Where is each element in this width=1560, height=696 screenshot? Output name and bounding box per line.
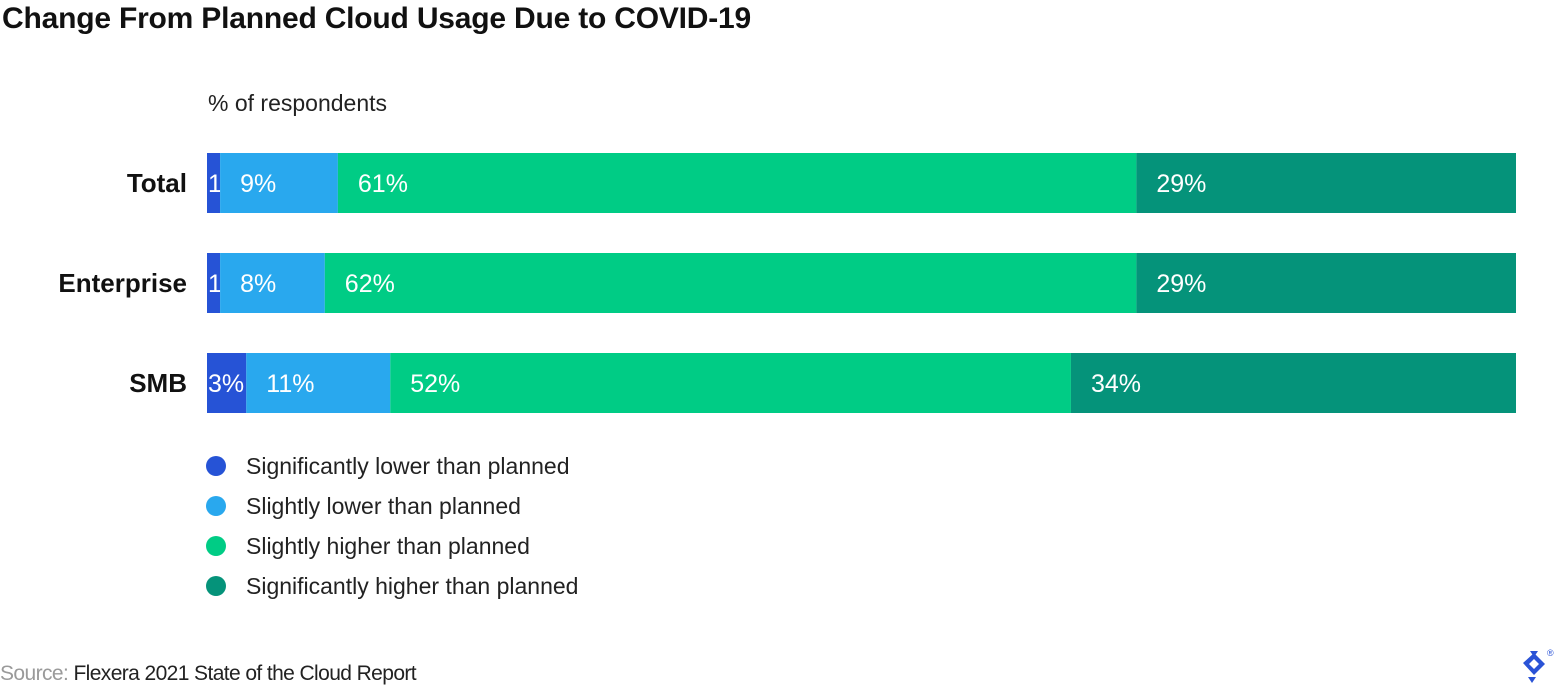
legend-swatch — [206, 496, 226, 516]
data-label: 29% — [1156, 270, 1206, 298]
legend-swatch — [206, 536, 226, 556]
bar-segment — [324, 253, 1137, 313]
data-label: 9% — [240, 170, 276, 198]
data-label: 11% — [266, 370, 314, 398]
data-label: 61% — [358, 170, 408, 198]
stacked-bar-chart: Total1%9%61%29%Enterprise1%8%62%29%SMB3%… — [58, 153, 1516, 413]
category-label: SMB — [129, 368, 187, 398]
legend-item: Slightly lower than planned — [206, 486, 578, 526]
bar-segment — [207, 253, 221, 313]
source-text: Flexera 2021 State of the Cloud Report — [73, 662, 417, 685]
legend-item: Slightly higher than planned — [206, 526, 578, 566]
bar-segment — [1136, 153, 1516, 213]
legend-item: Significantly lower than planned — [206, 446, 578, 486]
data-label: 62% — [345, 270, 395, 298]
bar-segment — [220, 153, 338, 213]
legend-swatch — [206, 456, 226, 476]
registered-mark: ® — [1547, 648, 1554, 658]
bar-segment — [220, 253, 325, 313]
legend-label: Slightly lower than planned — [246, 492, 521, 519]
chart-subtitle: % of respondents — [208, 90, 388, 116]
source-note: Source: Flexera 2021 State of the Cloud … — [0, 662, 417, 686]
bar-segment — [390, 353, 1071, 413]
legend-item: Significantly higher than planned — [206, 566, 578, 606]
bar-segment — [1070, 353, 1516, 413]
bar-segment — [207, 153, 221, 213]
legend-label: Significantly lower than planned — [246, 452, 570, 479]
category-label: Enterprise — [58, 268, 187, 298]
chart-legend: Significantly lower than planned Slightl… — [206, 446, 578, 606]
data-label: 8% — [240, 270, 276, 298]
toptal-logo-icon: ® — [1514, 647, 1554, 692]
legend-label: Significantly higher than planned — [246, 572, 579, 599]
data-label: 29% — [1156, 170, 1206, 198]
data-label: 3% — [208, 370, 244, 398]
legend-swatch — [206, 576, 226, 596]
bar-segment — [207, 353, 247, 413]
bar-segment — [1136, 253, 1516, 313]
data-label: 34% — [1091, 370, 1141, 398]
bar-segment — [337, 153, 1137, 213]
bar-segment — [246, 353, 391, 413]
chart-title: Change From Planned Cloud Usage Due to C… — [2, 2, 752, 35]
category-label: Total — [127, 168, 187, 198]
legend-label: Slightly higher than planned — [246, 532, 530, 559]
source-prefix: Source: — [0, 662, 69, 685]
data-label: 52% — [410, 370, 460, 398]
